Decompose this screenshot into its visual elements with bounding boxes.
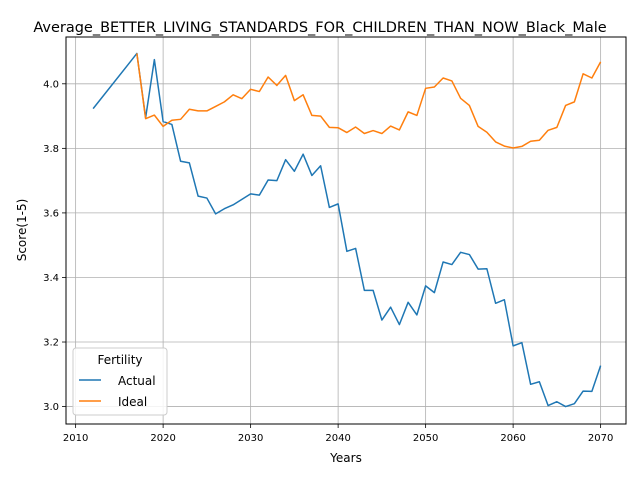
chart-title: Average_BETTER_LIVING_STANDARDS_FOR_CHIL… — [33, 20, 606, 36]
x-tick-label: 2070 — [588, 433, 613, 444]
x-axis-label: Years — [329, 451, 362, 465]
y-axis-label: Score(1-5) — [15, 199, 29, 262]
plot-frame — [65, 36, 627, 425]
x-tick-label: 2010 — [63, 433, 88, 444]
series-line-actual — [92, 52, 602, 408]
tick-layer: 2010 2020 2030 2040 2050 2060 2070 3.0 3.2 3.4 3.6… — [43, 79, 613, 444]
x-tick-label: 2050 — [413, 433, 438, 444]
legend-title: Fertility — [97, 353, 142, 367]
y-tick-label: 3.6 — [43, 208, 59, 219]
series-layer — [92, 52, 602, 408]
x-tick-label: 2030 — [238, 433, 263, 444]
x-tick-label: 2040 — [325, 433, 350, 444]
grid — [66, 37, 626, 424]
legend: Fertility Actual Ideal — [72, 347, 168, 416]
legend-label-ideal: Ideal — [118, 395, 147, 409]
y-tick-label: 3.0 — [43, 402, 59, 413]
y-tick-label: 3.4 — [43, 273, 59, 284]
x-tick-label: 2060 — [500, 433, 525, 444]
y-tick-label: 3.8 — [43, 144, 59, 155]
legend-box — [72, 347, 168, 416]
y-tick-label: 3.2 — [43, 338, 59, 349]
series-line-ideal — [136, 53, 602, 149]
y-tick-label: 4.0 — [43, 79, 59, 90]
legend-label-actual: Actual — [118, 374, 156, 388]
x-tick-label: 2020 — [150, 433, 175, 444]
